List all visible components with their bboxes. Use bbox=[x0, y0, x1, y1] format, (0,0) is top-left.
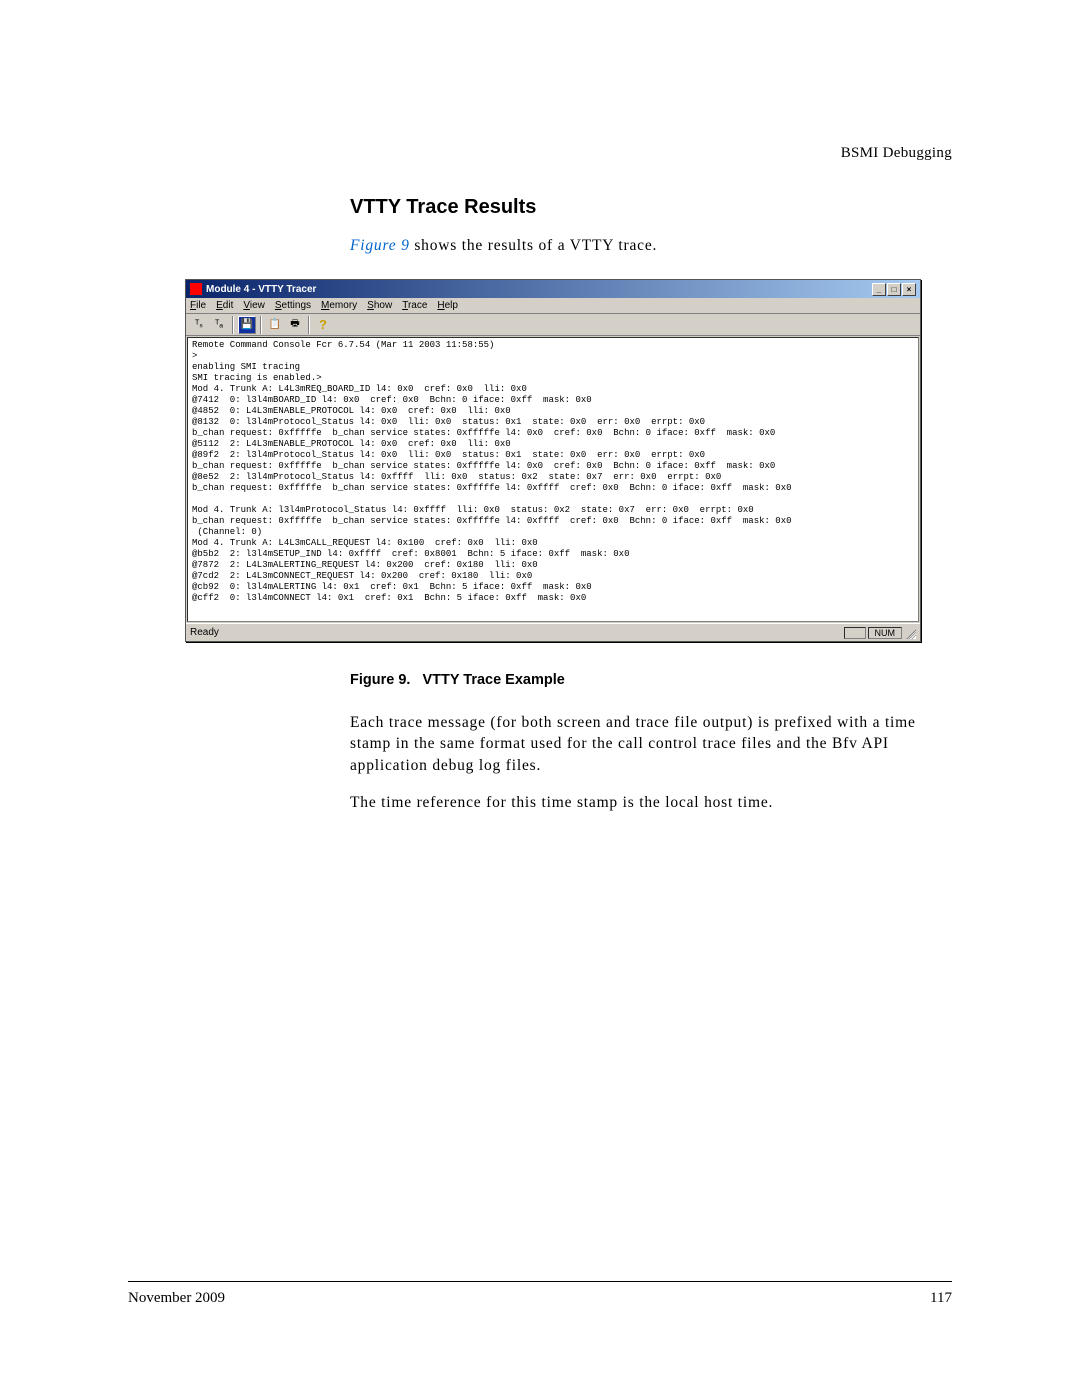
print-button[interactable]: 🖶 bbox=[286, 316, 304, 334]
figure-label: Figure 9. bbox=[350, 672, 410, 688]
app-icon bbox=[190, 283, 202, 295]
copy-icon: 📋 bbox=[269, 319, 281, 330]
status-blank bbox=[844, 627, 866, 639]
page-header-right: BSMI Debugging bbox=[841, 145, 952, 162]
toolbar-separator bbox=[308, 316, 310, 334]
print-icon: 🖶 bbox=[290, 316, 299, 333]
menu-edit[interactable]: Edit bbox=[216, 300, 233, 311]
figure-caption-text: VTTY Trace Example bbox=[422, 672, 564, 688]
resize-grip-icon[interactable] bbox=[904, 627, 916, 639]
close-button[interactable]: × bbox=[902, 283, 916, 296]
body-paragraph-1: Each trace message (for both screen and … bbox=[350, 712, 960, 776]
menu-trace[interactable]: Trace bbox=[402, 300, 427, 311]
window-title: Module 4 - VTTY Tracer bbox=[206, 284, 316, 295]
menu-help[interactable]: Help bbox=[437, 300, 458, 311]
figure-crossref-link[interactable]: Figure 9 bbox=[350, 237, 410, 254]
footer-page-number: 117 bbox=[930, 1290, 952, 1307]
menubar: File Edit View Settings Memory Show Trac… bbox=[186, 298, 920, 314]
figure-caption: Figure 9. VTTY Trace Example bbox=[350, 672, 960, 688]
statusbar: Ready NUM bbox=[186, 623, 920, 641]
window-titlebar: Module 4 - VTTY Tracer _ □ × bbox=[186, 280, 920, 298]
copy-button[interactable]: 📋 bbox=[266, 316, 284, 334]
toolbar-separator bbox=[260, 316, 262, 334]
toolbar-separator bbox=[232, 316, 234, 334]
intro-paragraph: Figure 9 shows the results of a VTTY tra… bbox=[350, 237, 960, 255]
menu-view[interactable]: View bbox=[243, 300, 265, 311]
status-numlock: NUM bbox=[868, 627, 903, 639]
toolbar-btn-1[interactable]: ᵀₛ bbox=[190, 316, 208, 334]
toolbar: ᵀₛ ᵀₐ 💾 📋 🖶 ? bbox=[186, 314, 920, 336]
section-title: VTTY Trace Results bbox=[350, 196, 960, 219]
body-paragraph-2: The time reference for this time stamp i… bbox=[350, 792, 960, 813]
help-button[interactable]: ? bbox=[314, 316, 332, 334]
vtty-tracer-window: Module 4 - VTTY Tracer _ □ × File Edit V… bbox=[185, 279, 921, 642]
help-icon: ? bbox=[319, 317, 327, 332]
toolbar-btn-2[interactable]: ᵀₐ bbox=[210, 316, 228, 334]
maximize-button[interactable]: □ bbox=[887, 283, 901, 296]
save-button[interactable]: 💾 bbox=[238, 316, 256, 334]
menu-settings[interactable]: Settings bbox=[275, 300, 311, 311]
menu-memory[interactable]: Memory bbox=[321, 300, 357, 311]
intro-rest: shows the results of a VTTY trace. bbox=[410, 237, 658, 254]
save-icon: 💾 bbox=[241, 319, 253, 330]
page-footer: November 2009 117 bbox=[128, 1281, 952, 1307]
footer-date: November 2009 bbox=[128, 1290, 225, 1307]
status-ready: Ready bbox=[190, 627, 219, 638]
menu-show[interactable]: Show bbox=[367, 300, 392, 311]
console-output: Remote Command Console Fcr 6.7.54 (Mar 1… bbox=[187, 337, 919, 622]
minimize-button[interactable]: _ bbox=[872, 283, 886, 296]
menu-file[interactable]: File bbox=[190, 300, 206, 311]
